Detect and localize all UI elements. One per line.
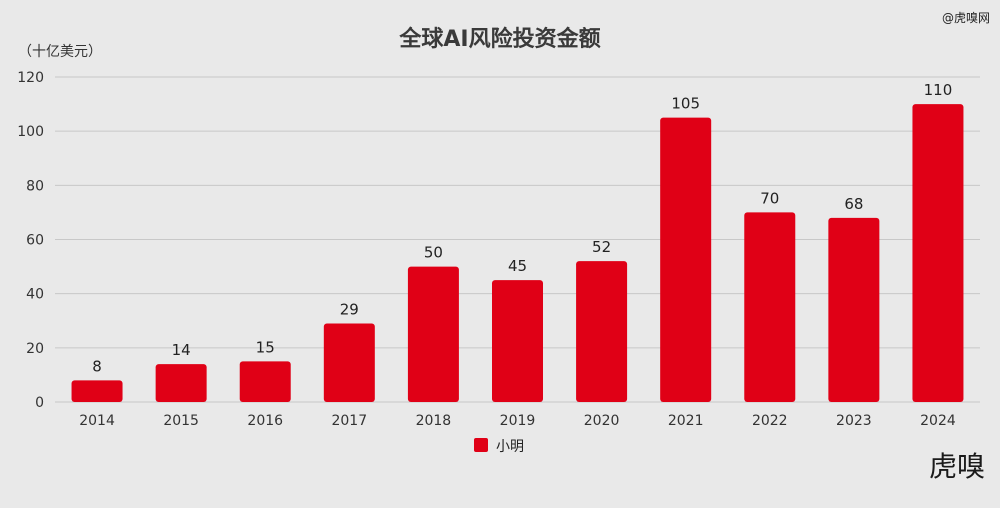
y-tick-label: 80 bbox=[26, 178, 44, 194]
x-tick-label: 2015 bbox=[163, 413, 199, 429]
x-tick-label: 2020 bbox=[584, 413, 620, 429]
data-label-2023: 68 bbox=[844, 195, 863, 213]
data-label-2018: 50 bbox=[424, 244, 443, 262]
x-tick-label: 2022 bbox=[752, 413, 788, 429]
data-label-2016: 15 bbox=[256, 338, 275, 356]
y-axis-ticks: 0 20 40 60 80 100 120 bbox=[17, 70, 44, 411]
bar-2015 bbox=[155, 364, 207, 402]
bar-2024 bbox=[912, 104, 964, 402]
x-tick-label: 2014 bbox=[79, 413, 115, 429]
bar-2019 bbox=[492, 280, 543, 402]
x-tick-label: 2019 bbox=[500, 413, 536, 429]
bar-2023 bbox=[828, 217, 880, 402]
y-tick-label: 60 bbox=[26, 233, 44, 249]
x-tick-label: 2023 bbox=[836, 413, 872, 429]
x-tick-label: 2017 bbox=[331, 413, 367, 429]
data-label-2019: 45 bbox=[508, 257, 527, 275]
data-label-2020: 52 bbox=[592, 238, 611, 256]
watermark-top-right: @虎嗅网 bbox=[942, 11, 990, 25]
chart-title: 全球AI风险投资金额 bbox=[398, 26, 600, 52]
watermark-logo: 虎嗅 bbox=[929, 450, 985, 483]
bar-2014 bbox=[71, 380, 123, 402]
bar-2022 bbox=[744, 212, 796, 402]
x-tick-label: 2021 bbox=[668, 413, 704, 429]
data-label-2024: 110 bbox=[924, 81, 953, 99]
data-label-2017: 29 bbox=[340, 300, 359, 318]
x-tick-label: 2024 bbox=[920, 413, 956, 429]
y-tick-label: 40 bbox=[26, 287, 44, 303]
bar-2017 bbox=[323, 323, 375, 402]
legend-label: 小明 bbox=[496, 439, 524, 455]
data-label-2014: 8 bbox=[92, 357, 102, 375]
x-axis-ticks: 2014 2015 2016 2017 2018 2019 2020 2021 2022 2023… bbox=[79, 413, 956, 429]
x-tick-label: 2018 bbox=[416, 413, 452, 429]
bar-2021 bbox=[660, 117, 712, 402]
bar-2018 bbox=[407, 266, 459, 402]
legend: 小明 bbox=[474, 438, 524, 455]
unit-label: （十亿美元） bbox=[18, 44, 102, 60]
data-labels: 8 14 15 29 50 45 52 105 70 68 110 bbox=[92, 81, 952, 375]
x-tick-label: 2016 bbox=[247, 413, 283, 429]
bars bbox=[71, 104, 964, 402]
legend-swatch bbox=[474, 438, 488, 452]
bar-2020 bbox=[576, 261, 628, 402]
data-label-2022: 70 bbox=[760, 189, 779, 207]
data-label-2021: 105 bbox=[671, 95, 700, 113]
y-tick-label: 120 bbox=[17, 70, 44, 86]
y-tick-label: 0 bbox=[35, 395, 44, 411]
data-label-2015: 14 bbox=[172, 341, 191, 359]
y-tick-label: 20 bbox=[26, 341, 44, 357]
bar-2016 bbox=[239, 361, 291, 402]
y-tick-label: 100 bbox=[17, 124, 44, 140]
